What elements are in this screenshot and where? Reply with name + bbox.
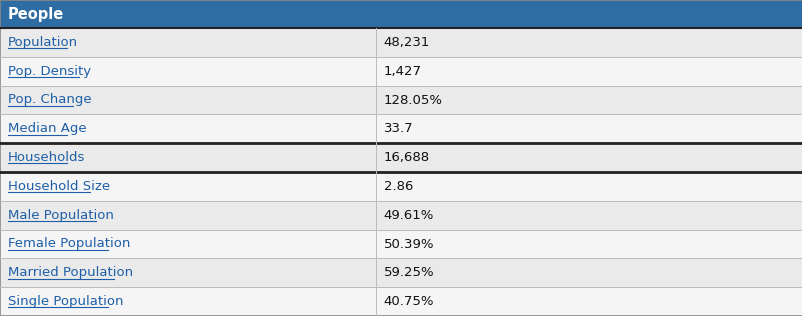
Bar [0,287,802,316]
Text: Households: Households [8,151,85,164]
Text: Pop. Density: Pop. Density [8,65,91,78]
Text: 50.39%: 50.39% [383,238,434,251]
Bar [0,114,802,143]
Bar [0,57,802,86]
Text: Pop. Change: Pop. Change [8,94,91,106]
Text: Married Population: Married Population [8,266,133,279]
Bar [0,143,802,172]
Bar [0,28,802,57]
Text: Female Population: Female Population [8,238,130,251]
Text: People: People [8,7,64,21]
Text: 48,231: 48,231 [383,36,430,49]
Text: Median Age: Median Age [8,122,87,135]
Text: Population: Population [8,36,78,49]
Text: Male Population: Male Population [8,209,114,222]
Bar [0,172,802,201]
Text: 49.61%: 49.61% [383,209,434,222]
Text: Household Size: Household Size [8,180,110,193]
Bar [0,0,802,28]
Text: 40.75%: 40.75% [383,295,434,308]
Text: Single Population: Single Population [8,295,124,308]
Text: 59.25%: 59.25% [383,266,434,279]
Bar [0,258,802,287]
Text: 1,427: 1,427 [383,65,421,78]
Text: 128.05%: 128.05% [383,94,442,106]
Text: 16,688: 16,688 [383,151,429,164]
Text: 33.7: 33.7 [383,122,413,135]
Bar [0,86,802,114]
Bar [0,201,802,230]
Bar [0,230,802,258]
Text: 2.86: 2.86 [383,180,413,193]
